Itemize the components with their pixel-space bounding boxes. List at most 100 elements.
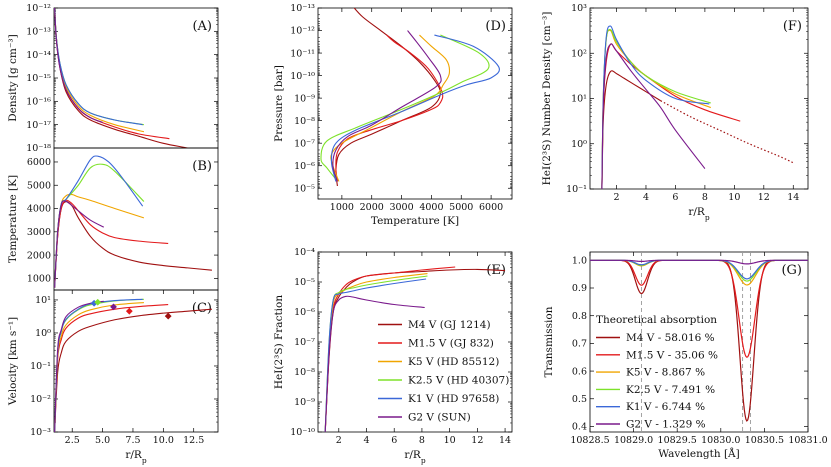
y-tick-label: 10⁻¹¹ [290, 48, 315, 59]
panel-G-frame [589, 251, 809, 433]
x-tick-label: 4000 [419, 202, 443, 213]
series-line-k5-v-hd-85512 [54, 8, 145, 133]
y-tick-label: 10⁻¹³ [290, 3, 315, 14]
x-axis-label-sub: p [421, 456, 426, 465]
panel-G: 0.4 0.5 0.6 0.7 0.8 0.9 1.0 10828.5 10829.0 10829… [543, 251, 828, 460]
legend-label-m4-v-gj-1214: M4 V - 58.016 % [626, 332, 715, 344]
panel-D: 10⁻¹³ 10⁻¹² 10⁻¹¹ 10⁻¹⁰ 10⁻⁹ 10⁻⁸ 10⁻⁷ 10⁻⁶ 10⁻⁵… [273, 3, 513, 227]
series-line-m4-v-gj-1214-extrapolated [660, 100, 794, 164]
y-axis-label: Temperature [K] [7, 175, 19, 263]
x-tick-label: 3000 [389, 202, 413, 213]
y-tick-label: 10⁻¹² [290, 26, 315, 37]
y-tick-label: 10⁻¹ [566, 184, 587, 195]
series-line-k1-v-hd-97658 [54, 8, 143, 126]
y-tick-label: 10⁰ [35, 328, 51, 339]
series-line-g2-v-sun [601, 43, 706, 189]
legend-label-k5-v-hd-85512: K5 V - 8.867 % [626, 367, 705, 379]
legend-label-k2-5-v-hd-40307: K2.5 V - 7.491 % [626, 384, 715, 396]
y-tick-label: 10⁻⁸ [294, 367, 315, 378]
series-line-k2-5-v-hd-40307 [54, 163, 145, 288]
x-tick-label: 10 [728, 192, 740, 203]
legend-label-m1-5-v-gj-832: M1.5 V - 35.06 % [626, 349, 718, 361]
y-tick-label: 10⁻¹ [30, 361, 51, 372]
y-tick-label: 10⁻⁶ [294, 307, 315, 318]
panel-label: (F) [783, 19, 802, 34]
y-tick-label: 5000 [27, 180, 51, 191]
x-axis-label-sub: p [142, 456, 147, 465]
series-line-g2-v-sun [54, 200, 105, 288]
y-tick-label: 10⁻¹⁵ [26, 73, 51, 84]
series-line-k5-v-hd-85512 [54, 302, 144, 432]
series-line-m1-5-v-gj-832 [54, 304, 169, 432]
x-tick-label: 6000 [479, 202, 503, 213]
y-axis-label: HeI(2³S) Number Density [cm⁻³] [541, 12, 553, 186]
legend-label-g2-v-sun: G2 V - 1.329 % [626, 419, 706, 431]
y-tick-label: 10⁻⁷ [294, 138, 315, 149]
series-line-g2-v-sun [332, 30, 442, 182]
series-line-g2-v-sun [54, 8, 103, 123]
y-tick-label: 0.9 [572, 283, 587, 294]
series-line-g2-v-sun [324, 295, 425, 432]
y-tick-label: 10⁻² [30, 394, 51, 405]
panel-F: 10⁻¹ 10⁰ 10¹ 10² 10³ 2 4 6 8 10 12 14 (F) HeI(2³S) Nu… [541, 3, 809, 222]
panel-label: (C) [192, 301, 212, 316]
y-tick-label: 10⁻⁸ [294, 116, 315, 127]
y-tick-label: 10⁻⁷ [294, 337, 315, 348]
x-tick-label: 6 [672, 192, 678, 203]
y-tick-label: 10⁻⁶ [294, 161, 315, 172]
series-group [54, 8, 191, 148]
series-line-k2-5-v-hd-40307 [590, 259, 808, 282]
series-line-k1-v-hd-97658 [324, 278, 427, 432]
y-tick-label: 10⁻⁹ [294, 397, 315, 408]
marker-k2-5-v-hd-40307 [94, 298, 102, 306]
x-tick-label: 2.5 [65, 435, 80, 446]
series-line-m1-5-v-gj-832 [601, 43, 741, 189]
x-tick-label: 5.0 [95, 435, 110, 446]
x-tick-label: 12 [758, 192, 770, 203]
y-tick-label: 10⁻¹⁶ [26, 97, 51, 108]
x-tick-label: 2 [336, 435, 342, 446]
x-tick-label: 7.5 [125, 435, 140, 446]
x-axis-label: Wavelength [Å] [658, 446, 739, 460]
y-tick-label: 0.5 [572, 394, 587, 405]
marker-m1-5-v-gj-832 [125, 307, 133, 315]
y-tick-label: 10⁻¹⁷ [26, 120, 51, 131]
x-tick-label: 4 [643, 192, 649, 203]
series-line-g2-v-sun [590, 259, 808, 265]
series-line-k1-v-hd-97658 [590, 259, 808, 280]
y-tick-label: 0.4 [572, 422, 587, 433]
y-tick-label: 10¹ [35, 295, 51, 306]
panel-C-frame [53, 289, 219, 433]
series-group [590, 252, 808, 432]
y-tick-label: 4000 [27, 204, 51, 215]
y-tick-label: 3000 [27, 227, 51, 238]
series-group [54, 298, 212, 432]
x-axis-label-main: r/R [125, 449, 143, 461]
x-axis-label: r/Rp [125, 449, 146, 465]
x-tick-label: 12 [471, 435, 483, 446]
x-tick-label: 4 [363, 435, 369, 446]
legend: M4 V (GJ 1214) M1.5 V (GJ 832) K5 V (HD 85… [378, 319, 509, 424]
x-tick-label: 2 [613, 192, 619, 203]
marker-m4-v-gj-1214 [164, 312, 172, 320]
x-tick-label: 1000 [330, 202, 354, 213]
panel-label: (D) [485, 19, 506, 34]
x-tick-label: 10.0 [153, 435, 174, 446]
y-tick-label: 10⁻¹² [26, 3, 51, 14]
series-line-k1-v-hd-97658 [330, 34, 500, 182]
legend-label-k1-v-hd-97658: K1 V (HD 97658) [408, 393, 499, 405]
y-tick-label: 0.7 [572, 339, 587, 350]
y-axis-label: Transmission [543, 306, 555, 377]
y-tick-label: 1000 [27, 274, 51, 285]
x-axis-label: Temperature [K] [371, 215, 459, 227]
x-tick-label: 10830.0 [701, 435, 740, 446]
x-tick-label: 10830.5 [745, 435, 784, 446]
panel-label: (A) [192, 19, 212, 34]
series-line-m4-v-gj-1214 [335, 8, 441, 187]
panel-label: (G) [781, 263, 802, 278]
legend-title: Theoretical absorption [596, 314, 717, 326]
y-axis-label: Velocity [km s⁻¹] [7, 317, 19, 406]
x-tick-label: 14 [499, 435, 511, 446]
series-line-k5-v-hd-85512 [601, 29, 711, 189]
